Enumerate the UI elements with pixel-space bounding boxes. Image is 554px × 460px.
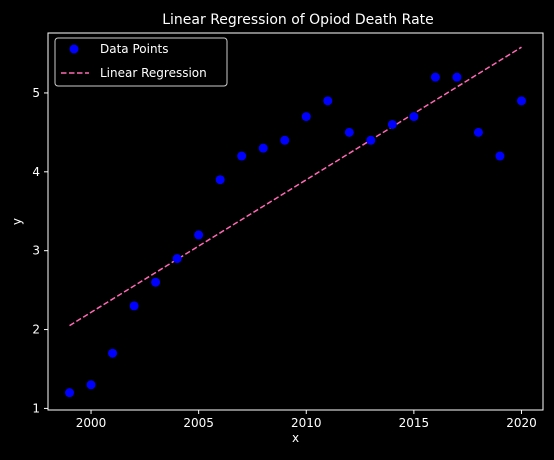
data-point [387, 119, 397, 129]
legend-label-data-points: Data Points [100, 42, 169, 56]
legend: Data Points Linear Regression [54, 37, 228, 87]
chart-title: Linear Regression of Opiod Death Rate [162, 12, 434, 28]
x-tick-label: 2020 [506, 416, 537, 430]
data-point [323, 96, 333, 106]
y-tick-label: 4 [32, 165, 40, 179]
data-point [366, 135, 376, 145]
legend-label-regression: Linear Regression [100, 66, 207, 80]
data-point [430, 72, 440, 82]
y-axis-ticks: 1 2 3 4 5 [32, 86, 48, 415]
legend-box [54, 37, 228, 87]
data-point [172, 254, 182, 264]
legend-marker-data-points [69, 44, 79, 54]
x-axis-label: x [292, 431, 299, 445]
x-tick-label: 2005 [183, 416, 214, 430]
x-tick-label: 2010 [291, 416, 322, 430]
data-point [495, 151, 505, 161]
data-point [516, 96, 526, 106]
data-point [215, 175, 225, 185]
y-tick-label: 5 [32, 86, 40, 100]
data-point [129, 301, 139, 311]
x-tick-label: 2015 [399, 416, 430, 430]
regression-line [69, 46, 522, 327]
data-point [409, 112, 419, 122]
regression-line-group [69, 46, 522, 327]
data-point [258, 143, 268, 153]
data-point [108, 348, 118, 358]
x-axis-ticks: 2000 2005 2010 2015 2020 [76, 410, 537, 430]
data-point [151, 277, 161, 287]
data-point [301, 112, 311, 122]
data-point [473, 127, 483, 137]
data-point [194, 230, 204, 240]
x-tick-label: 2000 [76, 416, 107, 430]
data-point [344, 127, 354, 137]
y-axis-label: y [10, 218, 24, 225]
data-point [86, 380, 96, 390]
data-point [452, 72, 462, 82]
y-tick-label: 2 [32, 323, 40, 337]
scatter-points-group [65, 72, 526, 398]
y-tick-label: 1 [32, 401, 40, 415]
y-tick-label: 3 [32, 244, 40, 258]
data-point [65, 388, 75, 398]
data-point [280, 135, 290, 145]
data-point [237, 151, 247, 161]
plot-area-frame [47, 32, 544, 411]
